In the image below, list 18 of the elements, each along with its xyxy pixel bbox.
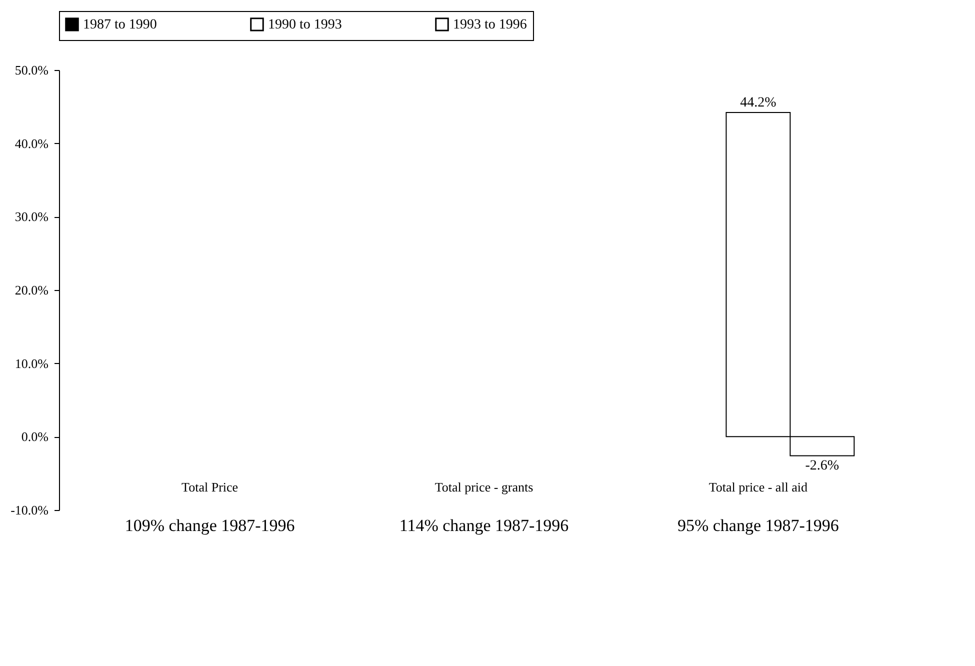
text: 109% change 1987-1996 — [124, 516, 295, 535]
x-tick-label: Total price - all aid — [708, 480, 808, 494]
y-tick-label: 0.0% — [21, 429, 49, 444]
y-tick-label: -10.0% — [10, 502, 49, 518]
y-tick-label: 30.0% — [14, 209, 49, 224]
legend-label: 1993 to 1996 — [453, 17, 527, 32]
data-label: 44.2% — [740, 96, 777, 111]
y-tick-label: 10.0% — [14, 356, 49, 371]
y-tick-label: 50.0% — [14, 62, 49, 78]
legend-label: 1987 to 1990 — [83, 17, 157, 32]
x-tick-label: Total Price — [182, 480, 238, 494]
x-tick-label: Total price - grants — [434, 480, 534, 494]
data-label: -2.6% — [805, 458, 840, 474]
text: 114% change 1987-1996 — [399, 516, 569, 535]
y-tick-label: 20.0% — [14, 282, 49, 298]
y-tick-label: 40.0% — [14, 136, 49, 151]
legend-label: 1990 to 1993 — [268, 17, 342, 32]
text: 95% change 1987-1996 — [677, 516, 839, 535]
